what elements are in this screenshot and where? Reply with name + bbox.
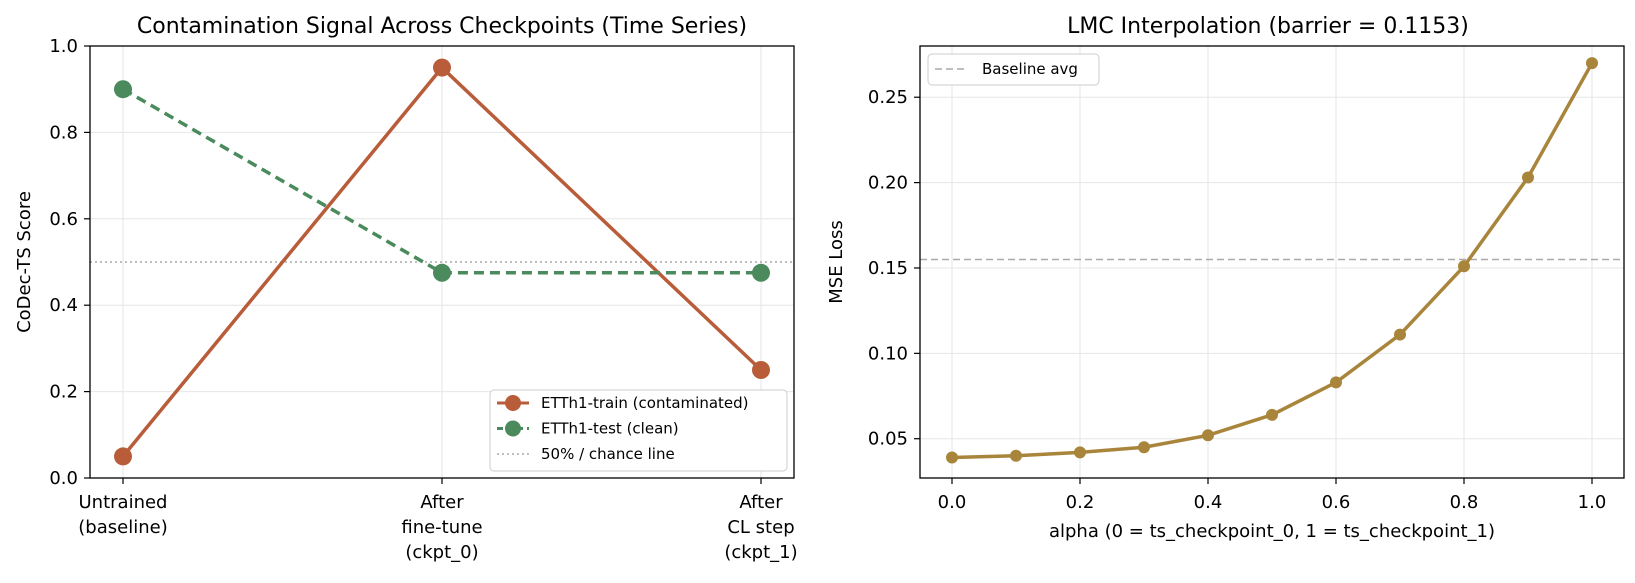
x-axis-label: alpha (0 = ts_checkpoint_0, 1 = ts_check… bbox=[1049, 521, 1495, 542]
plot-frame bbox=[919, 45, 1625, 479]
data-point bbox=[1330, 376, 1342, 389]
tick-label-line: fine-tune bbox=[401, 517, 482, 538]
data-point bbox=[1586, 57, 1598, 70]
series-1 bbox=[114, 80, 770, 282]
series-line bbox=[951, 62, 1594, 460]
legend-box bbox=[927, 53, 1100, 86]
contamination-chart: Contamination Signal Across Checkpoints … bbox=[14, 14, 798, 563]
data-point bbox=[1458, 260, 1470, 273]
data-point bbox=[114, 80, 132, 99]
tick-label-line: After bbox=[420, 492, 464, 513]
data-point bbox=[1138, 441, 1150, 454]
tick-label-line: (ckpt_1) bbox=[724, 542, 797, 563]
tick-label: 1.0 bbox=[1578, 492, 1607, 513]
data-point bbox=[1522, 171, 1534, 184]
tick-label-line: Untrained bbox=[79, 492, 168, 513]
data-point bbox=[1394, 328, 1406, 341]
tick-label: 0.05 bbox=[868, 429, 908, 450]
data-point bbox=[433, 58, 451, 77]
x-ticks: Untrained (baseline) After fine-tune (ckpt_0… bbox=[78, 478, 798, 563]
series-0 bbox=[114, 58, 770, 466]
legend: ETTh1-train (contaminated) ETTh1-test (cl… bbox=[489, 389, 788, 472]
legend-box bbox=[489, 389, 788, 472]
tick-label: 0.6 bbox=[1322, 492, 1351, 513]
legend-label: ETTh1-train (contaminated) bbox=[541, 394, 749, 412]
tick-label: 0.10 bbox=[868, 343, 908, 364]
data-point bbox=[1202, 429, 1214, 442]
chart-title: LMC Interpolation (barrier = 0.1153) bbox=[1067, 14, 1469, 39]
tick-label: 1.0 bbox=[49, 36, 78, 57]
data-point bbox=[114, 447, 132, 466]
y-axis-label: CoDec-TS Score bbox=[14, 191, 35, 333]
y-ticks: 0.0 0.2 0.4 0.6 0.8 1.0 bbox=[49, 36, 90, 489]
tick-label-line: After bbox=[739, 492, 783, 513]
tick-label: After CL step (ckpt_1) bbox=[724, 492, 797, 563]
data-point bbox=[752, 361, 770, 379]
legend-label: ETTh1-test (clean) bbox=[541, 420, 679, 438]
data-point bbox=[946, 451, 958, 464]
legend-label: Baseline avg bbox=[982, 60, 1078, 78]
chart-title: Contamination Signal Across Checkpoints … bbox=[137, 14, 747, 39]
series-group bbox=[946, 57, 1598, 464]
tick-label: 0.8 bbox=[1450, 492, 1479, 513]
tick-label-line: (baseline) bbox=[78, 517, 167, 538]
tick-label: 0.2 bbox=[49, 382, 78, 403]
y-ticks: 0.05 0.10 0.15 0.20 0.25 bbox=[868, 87, 920, 450]
series-group bbox=[114, 58, 770, 466]
x-ticks: 0.0 0.2 0.4 0.6 0.8 1.0 bbox=[938, 478, 1607, 513]
tick-label-line: (ckpt_0) bbox=[405, 542, 478, 563]
data-point bbox=[1010, 449, 1022, 462]
y-axis-label: MSE Loss bbox=[826, 220, 847, 304]
tick-label: 0.0 bbox=[49, 468, 78, 489]
tick-label: 0.15 bbox=[868, 258, 908, 279]
tick-label: Untrained (baseline) bbox=[78, 492, 167, 538]
series-0 bbox=[946, 57, 1598, 464]
legend-label: 50% / chance line bbox=[541, 445, 675, 463]
tick-label: 0.0 bbox=[938, 492, 967, 513]
tick-label: After fine-tune (ckpt_0) bbox=[401, 492, 482, 563]
data-point bbox=[1266, 408, 1278, 421]
tick-label: 0.6 bbox=[49, 209, 78, 230]
tick-label-line: CL step bbox=[727, 517, 794, 538]
data-point bbox=[752, 263, 770, 282]
data-point bbox=[1074, 446, 1086, 459]
tick-label: 0.8 bbox=[49, 122, 78, 143]
tick-label: 0.25 bbox=[868, 87, 908, 108]
legend-marker bbox=[505, 420, 521, 437]
tick-label: 0.2 bbox=[1066, 492, 1095, 513]
data-point bbox=[433, 263, 451, 282]
legend-marker bbox=[505, 395, 521, 411]
lmc-chart: LMC Interpolation (barrier = 0.1153) 0.0… bbox=[826, 14, 1625, 542]
tick-label: 0.20 bbox=[868, 173, 908, 194]
tick-label: 0.4 bbox=[49, 295, 78, 316]
tick-label: 0.4 bbox=[1194, 492, 1223, 513]
legend: Baseline avg bbox=[927, 53, 1100, 86]
